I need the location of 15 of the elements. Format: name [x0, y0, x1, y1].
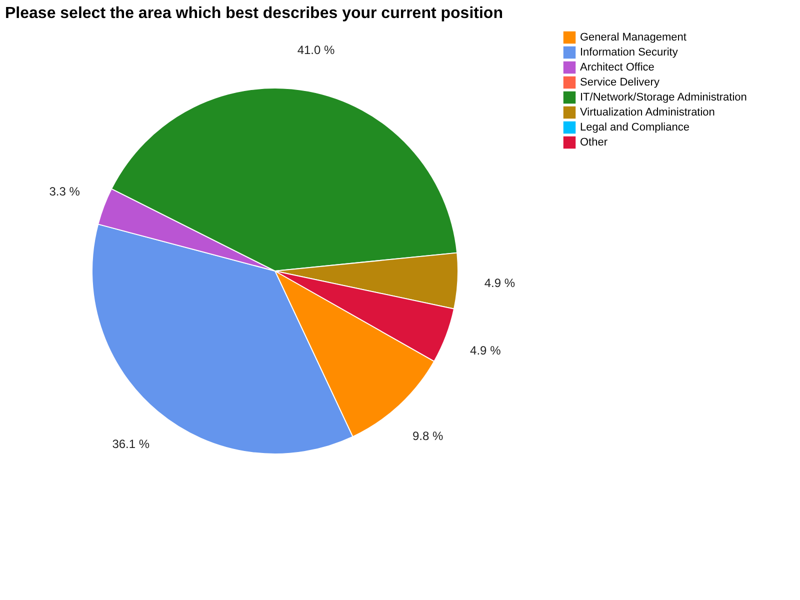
data-label: 9.8 % [412, 429, 444, 444]
data-label: 41.0 % [297, 42, 335, 57]
legend-label: Architect Office [580, 62, 654, 74]
data-label: 4.9 % [484, 276, 516, 290]
data-label: 36.1 % [112, 436, 150, 451]
legend-label: Information Security [580, 46, 678, 58]
legend-label: Virtualization Administration [580, 106, 715, 118]
legend-label: IT/Network/Storage Administration [580, 92, 747, 104]
legend-label: General Management [580, 32, 686, 44]
legend-label: Other [580, 136, 608, 148]
legend-label: Legal and Compliance [580, 122, 690, 134]
data-label: 4.9 % [470, 344, 502, 358]
legend-label: Service Delivery [580, 76, 660, 88]
data-label: 3.3 % [49, 184, 80, 198]
chart-title: Please select the area which best describes your current position [5, 5, 503, 22]
